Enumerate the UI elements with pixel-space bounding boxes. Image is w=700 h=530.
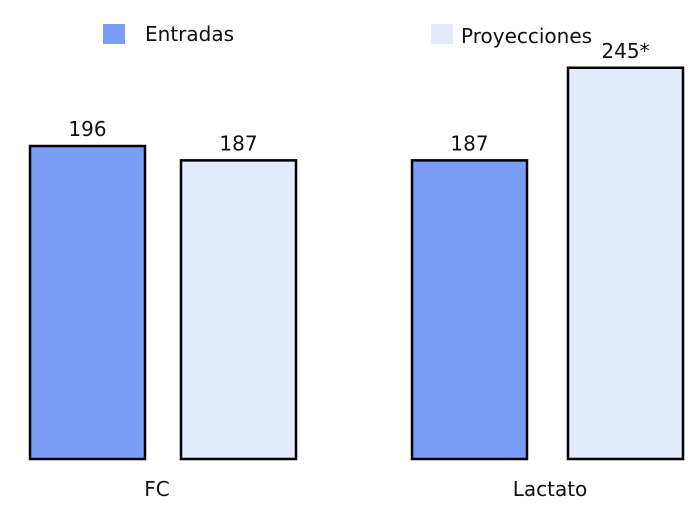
legend-label-entradas: Entradas — [145, 22, 234, 46]
legend-swatch-proyecciones — [431, 24, 453, 44]
bars-group: 196 187 187 245* — [28, 39, 685, 461]
category-label-lactato: Lactato — [513, 477, 588, 501]
data-label-entradas-lactato: 187 — [450, 131, 488, 155]
category-label-fc: FC — [144, 477, 169, 501]
legend-swatch-entradas — [103, 24, 125, 44]
bar-entradas-fc — [28, 144, 147, 461]
data-label-proyecciones-lactato: 245* — [601, 39, 649, 63]
category-labels: FC Lactato — [144, 477, 587, 501]
bar-proyecciones-fc — [179, 159, 298, 461]
legend-label-proyecciones: Proyecciones — [461, 24, 592, 48]
bar-proyecciones-lactato — [566, 66, 685, 461]
data-label-entradas-fc: 196 — [68, 117, 106, 141]
data-label-proyecciones-fc: 187 — [219, 131, 257, 155]
bar-entradas-lactato — [410, 159, 529, 461]
legend: Entradas Proyecciones — [103, 22, 592, 48]
